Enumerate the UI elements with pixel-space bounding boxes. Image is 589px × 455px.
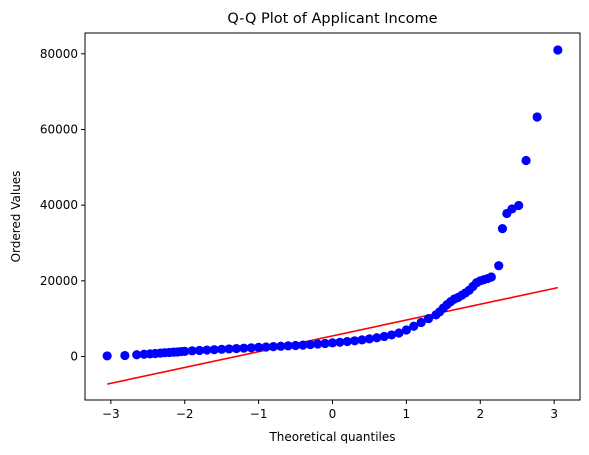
data-point xyxy=(342,336,352,347)
data-point xyxy=(394,328,404,338)
data-point xyxy=(320,338,330,349)
data-point xyxy=(239,343,249,353)
data-point xyxy=(327,338,338,348)
x-axis: −3 −2 −1 0 1 2 3 xyxy=(102,400,558,421)
data-point xyxy=(521,155,531,166)
data-point xyxy=(209,345,219,355)
x-axis-label: Theoretical quantiles xyxy=(268,430,395,444)
data-point xyxy=(409,321,419,331)
data-point xyxy=(231,343,242,354)
data-point xyxy=(497,224,508,234)
data-point xyxy=(350,336,360,346)
x-tick-label: −3 xyxy=(102,407,120,421)
data-point xyxy=(486,272,496,282)
y-axis-label: Ordered Values xyxy=(9,171,23,263)
x-tick-label: −1 xyxy=(250,407,268,421)
data-point xyxy=(298,340,308,350)
data-point xyxy=(416,317,426,328)
data-point xyxy=(290,340,301,351)
data-point xyxy=(246,343,256,353)
data-point xyxy=(514,200,524,211)
data-point xyxy=(102,351,112,361)
data-point xyxy=(254,342,264,353)
y-tick-label: 0 xyxy=(70,349,78,363)
data-point xyxy=(553,45,563,55)
data-point xyxy=(261,342,271,352)
data-point xyxy=(187,346,197,356)
data-point xyxy=(364,334,375,344)
data-point xyxy=(379,331,389,342)
data-point xyxy=(224,344,234,354)
x-tick-label: −2 xyxy=(176,407,194,421)
data-point xyxy=(335,337,345,347)
plot-area xyxy=(102,45,563,385)
x-tick-label: 2 xyxy=(476,407,484,421)
y-axis: 0 20000 40000 60000 80000 xyxy=(40,47,85,363)
data-point xyxy=(305,339,315,350)
data-point xyxy=(132,350,142,360)
x-tick-label: 1 xyxy=(403,407,411,421)
data-point xyxy=(120,350,130,361)
y-tick-label: 20000 xyxy=(40,274,78,288)
y-tick-label: 80000 xyxy=(40,47,78,61)
data-point xyxy=(202,345,212,355)
data-point xyxy=(387,330,397,340)
data-point xyxy=(180,346,190,356)
y-tick-label: 60000 xyxy=(40,122,78,136)
data-point xyxy=(494,261,504,271)
x-tick-label: 0 xyxy=(329,407,337,421)
reference-line xyxy=(106,286,559,385)
data-point xyxy=(217,344,227,354)
data-point xyxy=(372,333,382,343)
data-point xyxy=(357,335,367,345)
data-point xyxy=(401,325,411,335)
chart-title: Q-Q Plot of Applicant Income xyxy=(227,11,437,27)
y-tick-label: 40000 xyxy=(40,198,78,212)
data-point xyxy=(276,341,286,351)
data-point xyxy=(313,339,323,349)
data-point xyxy=(423,314,434,324)
data-point xyxy=(532,112,542,122)
data-point xyxy=(194,345,205,356)
data-point xyxy=(268,342,278,352)
data-point xyxy=(283,341,293,351)
x-tick-label: 3 xyxy=(550,407,558,421)
